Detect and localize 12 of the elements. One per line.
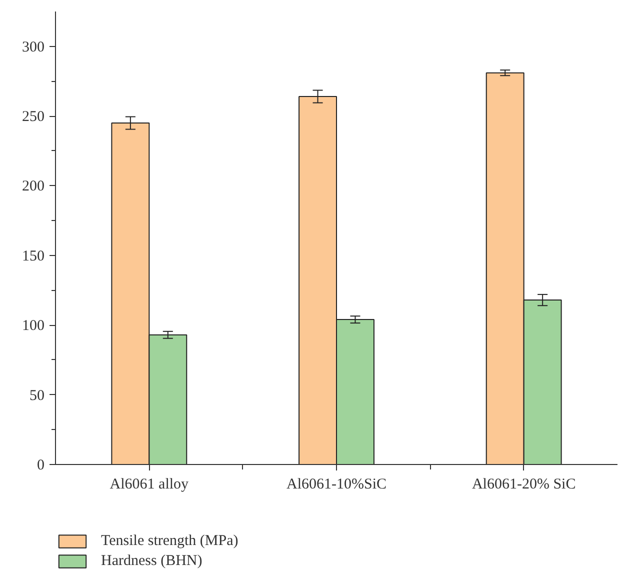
y-tick-label: 200 <box>22 178 44 195</box>
x-tick-label: Al6061 alloy <box>110 476 190 492</box>
legend-label: Tensile strength (MPa) <box>101 532 238 550</box>
y-tick-label: 250 <box>22 109 44 126</box>
y-tick-label: 0 <box>37 458 44 474</box>
y-tick-label: 50 <box>30 388 44 404</box>
y-tick-label: 100 <box>22 318 44 334</box>
x-tick-label: Al6061-20% SiC <box>472 476 576 492</box>
y-tick-label: 300 <box>22 39 44 56</box>
x-tick-label: Al6061-10%SiC <box>286 476 387 492</box>
legend-label: Hardness (BHN) <box>101 552 202 570</box>
y-tick-label: 150 <box>22 248 44 264</box>
